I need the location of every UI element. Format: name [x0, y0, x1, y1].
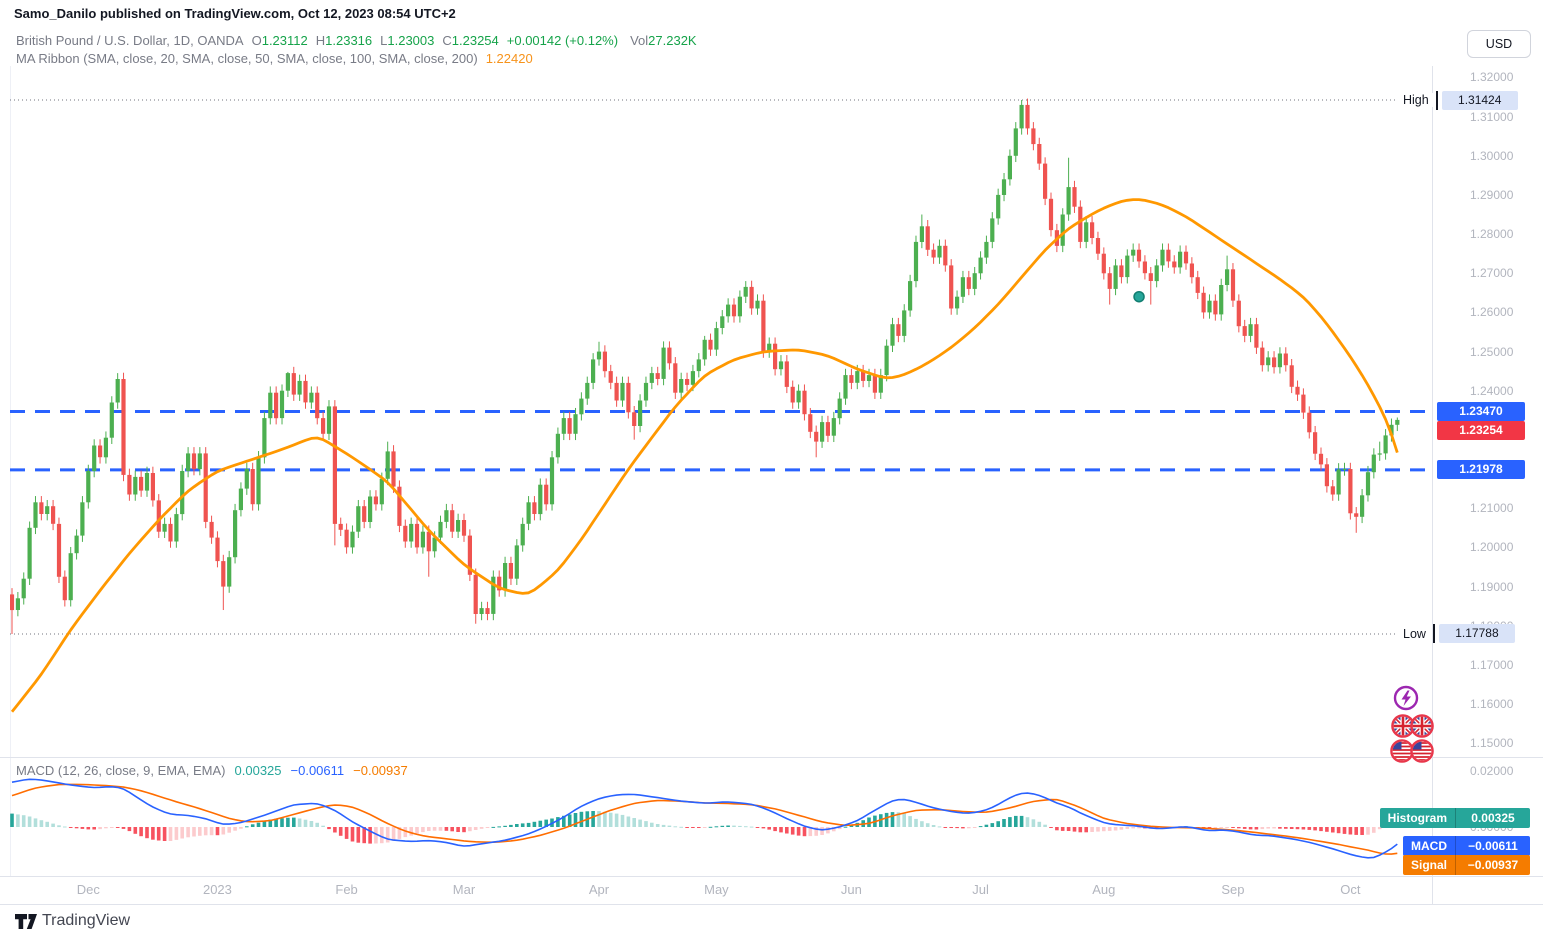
gbp-flags-icon[interactable]	[1391, 714, 1434, 738]
symbol-title[interactable]: British Pound / U.S. Dollar, 1D, OANDA	[16, 33, 244, 48]
macd-row-value: 0.00325	[234, 763, 282, 778]
macd-indicator-label[interactable]: MACD (12, 26, close, 9, EMA, EMA)	[16, 763, 226, 778]
publisher-line: Samo_Danilo published on TradingView.com…	[14, 6, 456, 21]
ohlc-field-value: 1.23254	[451, 33, 499, 48]
price-tick: 1.15000	[1470, 736, 1514, 751]
signal-badge: Signal −0.00937	[1402, 855, 1530, 875]
time-axis-label: Sep	[1221, 882, 1245, 897]
signal-badge-label: Signal	[1402, 855, 1456, 875]
high-low-range-lines	[10, 99, 1432, 635]
signal-line	[11, 783, 1398, 855]
price-tick: 1.30000	[1470, 148, 1514, 163]
price-tick: 1.24000	[1470, 383, 1514, 398]
level-price-chip[interactable]: 1.21978	[1437, 460, 1525, 480]
time-axis-label: Dec	[76, 882, 100, 897]
support-resistance-lines[interactable]	[10, 409, 1432, 472]
time-axis-label: 2023	[202, 882, 232, 897]
macd-timeaxis-divider	[0, 876, 1543, 877]
price-tick: 1.25000	[1470, 344, 1514, 359]
candlestick-series	[10, 98, 1400, 634]
corner-icons	[1390, 684, 1450, 769]
time-axis-label: Aug	[1092, 882, 1116, 897]
time-axis-label: Feb	[335, 882, 358, 897]
macd-indicator-values: 0.00325 −0.00611 −0.00937	[226, 763, 408, 778]
price-tick: 1.21000	[1470, 501, 1514, 516]
ohlc-field-label: O	[251, 33, 262, 48]
low-label-text: Low	[1398, 626, 1431, 641]
macd-label-row: MACD (12, 26, close, 9, EMA, EMA) 0.00325…	[16, 763, 408, 778]
tradingview-brand-text[interactable]: TradingView	[42, 912, 131, 929]
time-axis-label: Apr	[588, 882, 610, 897]
time-axis-label: Oct	[1340, 882, 1361, 897]
volume-value: 27.232K	[648, 33, 697, 48]
label-divider-bar	[1435, 90, 1438, 110]
last-price-chip: 1.23254	[1437, 420, 1525, 440]
ohlc-field-value: 1.23112	[261, 33, 308, 48]
high-price-label: High 1.31424	[1398, 90, 1518, 110]
price-scale-border[interactable]	[1432, 66, 1433, 905]
macd-badge-value: −0.00611	[1456, 836, 1530, 856]
ma-ribbon-row: MA Ribbon (SMA, close, 20, SMA, close, 5…	[16, 51, 533, 66]
price-tick: 1.28000	[1470, 227, 1514, 242]
price-tick: 1.20000	[1470, 540, 1514, 555]
price-tick: 1.19000	[1470, 579, 1514, 594]
macd-badge: MACD −0.00611	[1403, 836, 1530, 856]
price-tick: 1.31000	[1470, 109, 1514, 124]
currency-toggle-button[interactable]: USD	[1467, 30, 1531, 58]
low-value-chip: 1.17788	[1438, 624, 1515, 644]
ohlc-field-label: L	[380, 33, 388, 48]
symbol-info-row: British Pound / U.S. Dollar, 1D, OANDA O1…	[16, 33, 697, 48]
change-value: +0.00142 (+0.12%)	[506, 33, 619, 48]
ma-ribbon-label[interactable]: MA Ribbon (SMA, close, 20, SMA, close, 5…	[16, 51, 478, 66]
time-axis-label: Jun	[840, 882, 862, 897]
macd-line	[11, 778, 1398, 859]
time-axis-label: May	[704, 882, 729, 897]
price-tick: 1.17000	[1470, 657, 1514, 672]
macd-row-value: −0.00937	[353, 763, 408, 778]
signal-badge-value: −0.00937	[1456, 855, 1530, 875]
label-divider-bar	[1432, 624, 1435, 644]
usd-flags-icon[interactable]	[1390, 739, 1434, 763]
time-axis-label: Jul	[972, 882, 989, 897]
ohlc-field-value: 1.23316	[325, 33, 373, 48]
price-macd-divider[interactable]	[0, 757, 1543, 758]
ohlc-values: O1.23112 H1.23316 L1.23003 C1.23254	[244, 33, 499, 48]
high-label-text: High	[1398, 93, 1434, 107]
low-price-label: Low 1.17788	[1398, 624, 1515, 644]
price-tick: 1.16000	[1470, 697, 1514, 711]
macd-row-value: −0.00611	[290, 763, 345, 778]
price-tick: 1.32000	[1470, 70, 1514, 85]
idea-marker-dot[interactable]	[1133, 290, 1145, 303]
histogram-badge-value: 0.00325	[1456, 808, 1530, 828]
ohlc-field-label: H	[315, 33, 326, 48]
level-price-chip[interactable]: 1.23470	[1437, 401, 1525, 421]
histogram-badge: Histogram 0.00325	[1379, 808, 1530, 828]
high-value-chip: 1.31424	[1441, 90, 1518, 110]
ma-ribbon-line[interactable]	[10, 198, 1399, 713]
volume-label: Vol	[630, 33, 649, 48]
footer-divider	[0, 904, 1543, 905]
ohlc-field-label: C	[442, 33, 452, 48]
price-tick: 1.29000	[1470, 187, 1514, 202]
price-tick: 1.26000	[1470, 305, 1514, 320]
histogram-badge-label: Histogram	[1379, 808, 1456, 828]
footer-bar: TradingView	[0, 905, 1543, 939]
ohlc-field-value: 1.23003	[387, 33, 435, 48]
tradingview-logo-icon[interactable]	[14, 913, 38, 931]
time-axis-label: Mar	[452, 882, 476, 897]
macd-tick: 0.02000	[1470, 764, 1514, 778]
lightning-icon[interactable]	[1393, 685, 1419, 711]
ma-ribbon-value: 1.22420	[485, 51, 533, 66]
macd-badge-label: MACD	[1403, 836, 1456, 856]
price-tick: 1.27000	[1470, 266, 1514, 281]
